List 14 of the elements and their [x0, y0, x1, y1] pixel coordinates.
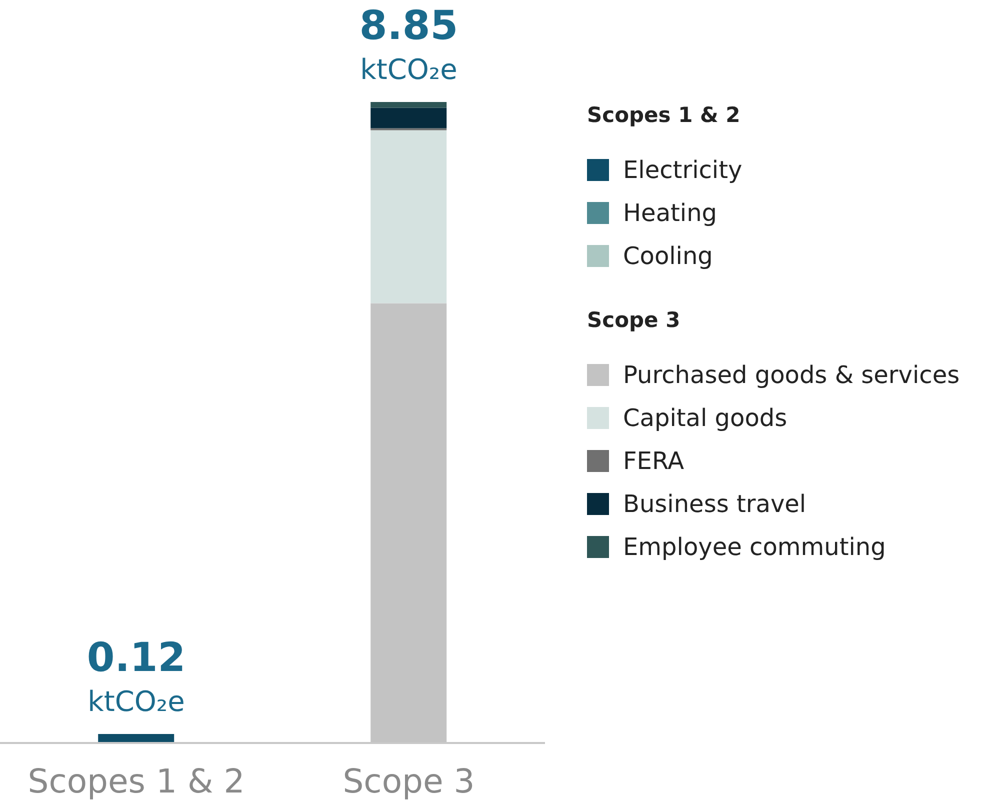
legend-label: Cooling — [623, 242, 713, 270]
text: ktCO₂e — [359, 52, 458, 88]
text: Scope 3 — [587, 307, 682, 334]
legend-label: Purchased goods & services — [623, 360, 960, 388]
legend-label: FERA — [623, 446, 684, 474]
legend-label: Heating — [623, 198, 718, 226]
legend-label: Business travel — [623, 490, 806, 518]
text: Scopes 1 & 2 — [587, 102, 742, 129]
annotation: 0.12 — [86, 634, 187, 682]
legend-label: Capital goods — [623, 404, 788, 432]
legend-label: Employee commuting — [623, 532, 886, 560]
annotation: ktCO₂e — [86, 684, 186, 720]
text: 8.85 — [358, 2, 460, 50]
legend-label: Electricity — [623, 156, 742, 184]
